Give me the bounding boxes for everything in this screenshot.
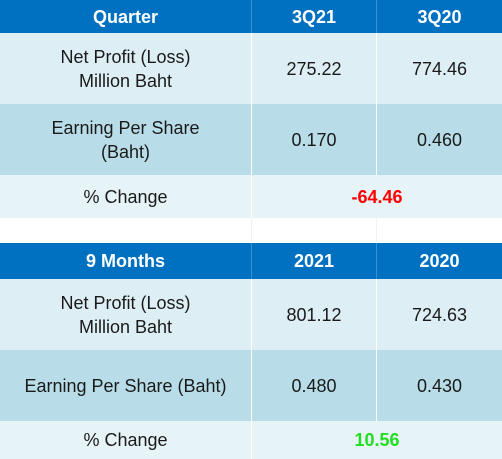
value-2020: 724.63 xyxy=(411,304,468,325)
gap-cell xyxy=(252,218,377,243)
row-label-line2: Million Baht xyxy=(78,70,173,91)
gap-cell xyxy=(377,218,502,243)
value-3q20: 774.46 xyxy=(411,58,468,79)
change-value: -64.46 xyxy=(351,186,403,207)
change-value: 10.56 xyxy=(354,430,400,450)
nine-months-header-row: 9 Months 2021 2020 xyxy=(0,243,502,279)
quarter-header-row: Quarter 3Q21 3Q20 xyxy=(0,0,502,33)
table-row: Earning Per Share (Baht) 0.480 0.430 xyxy=(0,350,502,421)
row-label: Earning Per Share (Baht) xyxy=(0,104,252,175)
table-gap xyxy=(0,218,502,243)
nine-months-table: 9 Months 2021 2020 Net Profit (Loss) Mil… xyxy=(0,243,502,459)
row-label-line1: Net Profit (Loss) xyxy=(60,46,191,67)
value-2021: 801.12 xyxy=(252,279,377,350)
row-label-line1: Earning Per Share xyxy=(51,117,200,138)
change-label: % Change xyxy=(0,175,252,218)
table-row: Net Profit (Loss) Million Baht 275.22 77… xyxy=(0,33,502,104)
header-quarter: Quarter xyxy=(0,0,252,33)
change-row: % Change 10.56 xyxy=(0,421,502,459)
row-label: Net Profit (Loss) Million Baht xyxy=(0,33,252,104)
gap-cell xyxy=(0,218,252,243)
header-3q20: 3Q20 xyxy=(417,6,462,27)
table-row: Earning Per Share (Baht) 0.170 0.460 xyxy=(0,104,502,175)
value-3q21: 275.22 xyxy=(252,33,377,104)
change-label: % Change xyxy=(0,421,252,459)
row-label-line2: (Baht) xyxy=(100,141,151,162)
row-label: Earning Per Share (Baht) xyxy=(0,350,252,421)
value-3q20: 0.460 xyxy=(416,129,463,150)
header-2021: 2021 xyxy=(252,243,377,279)
header-9-months: 9 Months xyxy=(0,243,252,279)
table-row: Net Profit (Loss) Million Baht 801.12 72… xyxy=(0,279,502,350)
value-3q21: 0.170 xyxy=(252,104,377,175)
row-label: Net Profit (Loss) Million Baht xyxy=(0,279,252,350)
value-2020: 0.430 xyxy=(416,375,463,396)
value-2021: 0.480 xyxy=(252,350,377,421)
change-row: % Change -64.46 xyxy=(0,175,502,218)
row-label-line1: Net Profit (Loss) xyxy=(60,292,191,313)
quarter-table: Quarter 3Q21 3Q20 Net Profit (Loss) Mill… xyxy=(0,0,502,218)
header-3q21: 3Q21 xyxy=(252,0,377,33)
header-2020: 2020 xyxy=(419,251,460,271)
row-label-line2: Million Baht xyxy=(78,316,173,337)
